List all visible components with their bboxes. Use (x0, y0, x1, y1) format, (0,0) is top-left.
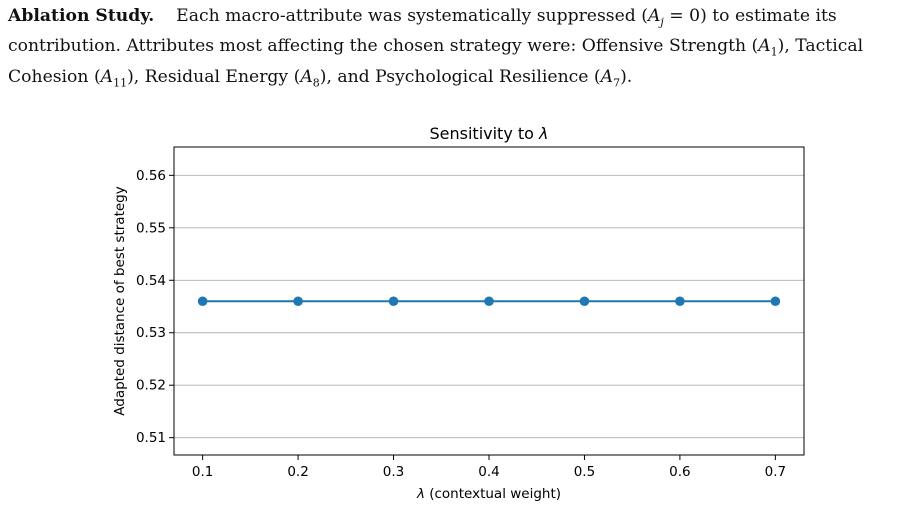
y-tick-label: 0.54 (136, 273, 166, 289)
ablation-paragraph: Ablation Study. Each macro-attribute was… (8, 4, 913, 95)
data-point (197, 296, 208, 307)
x-tick-label: 0.6 (669, 464, 690, 480)
math-suppression-var: A (647, 6, 661, 26)
math-attr-2: A (100, 66, 114, 87)
x-tick-label: 0.7 (765, 464, 786, 480)
y-axis-label: Adapted distance of best strategy (112, 186, 128, 415)
paragraph-text-2: ) to estimate its contribution. Attribut… (8, 6, 837, 57)
math-suppression-sub: j (660, 15, 664, 29)
x-axis-label: λ (contextual weight) (416, 486, 561, 502)
y-tick-label: 0.56 (136, 168, 166, 184)
paragraph-text-3: ), Tactical Cohesion ( (8, 36, 864, 87)
data-point (770, 296, 781, 307)
x-tick-label: 0.1 (192, 464, 213, 480)
data-point (388, 296, 399, 307)
math-suppression-value: = 0 (663, 6, 701, 26)
math-attr-1: A (758, 36, 771, 57)
x-tick-label: 0.3 (383, 464, 404, 480)
x-tick-label: 0.2 (287, 464, 308, 480)
math-attr-1-sub: 1 (770, 45, 778, 59)
paragraph-text-6: ). (620, 66, 633, 87)
paragraph-text-4: ), Residual Energy ( (127, 66, 301, 87)
math-attr-2-sub: 11 (113, 76, 128, 90)
data-point (579, 296, 590, 307)
math-attr-4-sub: 7 (613, 76, 621, 90)
data-point (484, 296, 494, 307)
x-tick-label: 0.4 (478, 464, 499, 480)
y-axis-ticks: 0.51 0.52 0.53 0.54 0.55 0.56 (136, 168, 174, 446)
x-axis-ticks: 0.1 0.2 0.3 0.4 0.5 0.6 0.7 (192, 455, 786, 480)
chart-title: Sensitivity to λ (430, 124, 549, 143)
paragraph-lead: Ablation Study. (8, 6, 155, 26)
data-point (675, 296, 685, 307)
data-point (293, 296, 303, 307)
x-tick-label: 0.5 (574, 464, 595, 480)
math-attr-4: A (600, 66, 614, 87)
y-tick-label: 0.52 (136, 378, 166, 394)
plot-area-frame (173, 146, 805, 456)
paragraph-text-5: ), and Psychological Resilience ( (319, 66, 601, 87)
math-attr-3: A (300, 66, 313, 87)
math-attr-3-sub: 8 (312, 76, 320, 90)
y-tick-label: 0.51 (136, 430, 166, 446)
chart-series (197, 296, 781, 307)
y-tick-label: 0.55 (136, 220, 166, 236)
chart-grid (174, 174, 804, 439)
paragraph-text-1: Each macro-attribute was systematically … (176, 6, 648, 26)
y-tick-label: 0.53 (136, 325, 166, 341)
